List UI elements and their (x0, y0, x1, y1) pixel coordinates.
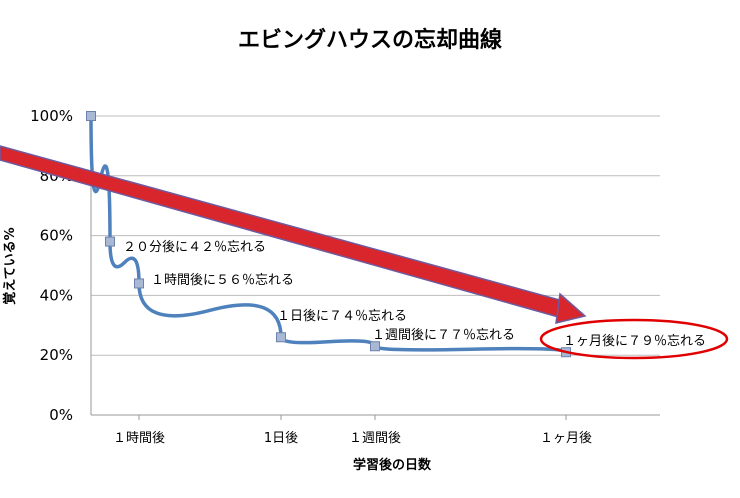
annotation-label: １ヶ月後に７９％忘れる (563, 334, 706, 349)
chart-title: エビングハウスの忘却曲線 (238, 27, 502, 53)
y-tick-label: 60% (40, 227, 73, 245)
trend-arrow-head (555, 292, 587, 324)
x-tick-label: １ヶ月後 (540, 431, 592, 446)
x-tick-labels: １時間後 1日後 １週間後 １ヶ月後 (113, 415, 592, 446)
trend-arrow (0, 145, 587, 324)
data-point (370, 341, 380, 352)
x-tick-label: １週間後 (349, 431, 401, 446)
series-line (89, 115, 568, 354)
x-tick-label: １時間後 (113, 431, 165, 446)
y-tick-label: 0% (49, 406, 73, 424)
annotation-label: １時間後に５６％忘れる (151, 273, 294, 288)
highlight-ellipse (539, 318, 729, 360)
trend-arrow-body (0, 145, 572, 319)
data-point (276, 332, 286, 343)
x-tick-label: 1日後 (264, 431, 298, 446)
x-axis-label: 学習後の日数 (353, 457, 432, 473)
data-point (134, 278, 144, 289)
annotation-label: ２０分後に４２％忘れる (123, 240, 266, 255)
annotations: ２０分後に４２％忘れる １時間後に５６％忘れる １日後に７４％忘れる １週間後に７７％… (123, 240, 706, 349)
annotation-label: １日後に７４％忘れる (277, 309, 407, 324)
y-tick-label: 100% (30, 107, 73, 125)
annotation-label: １週間後に７７％忘れる (372, 328, 515, 343)
y-axis-label: 覚えている% (2, 227, 18, 305)
y-tick-labels: 0%20%40%60%80%100% (30, 107, 73, 424)
y-tick-label: 40% (40, 286, 73, 304)
y-tick-label: 20% (40, 346, 73, 364)
data-point (105, 236, 115, 247)
data-point (86, 111, 96, 121)
